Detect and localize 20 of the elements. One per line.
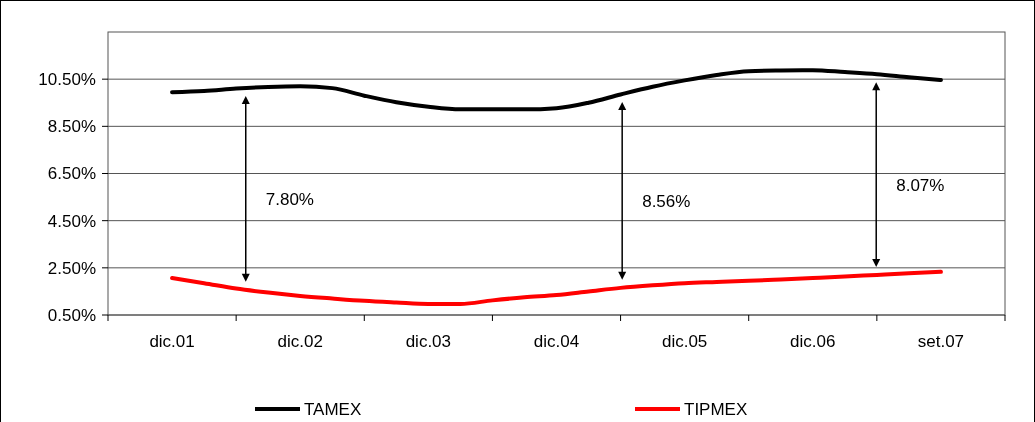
x-tick-label: set.07 [917, 332, 965, 351]
y-tick-label: 4.50% [47, 211, 96, 231]
y-tick-label: 2.50% [47, 258, 96, 278]
x-tick-label: dic.05 [661, 332, 708, 351]
line-series [170, 68, 943, 112]
x-tick-label: dic.01 [149, 332, 195, 351]
y-tick-label: 0.50% [47, 305, 96, 325]
annotation: 8.07% [896, 175, 945, 195]
x-tick-label: dic.03 [405, 332, 452, 351]
x-tick-label: dic.02 [277, 332, 323, 351]
annotation: 7.80% [265, 189, 314, 209]
line-series [170, 269, 943, 306]
y-tick-label: 8.50% [47, 117, 96, 137]
x-tick-label: dic.06 [790, 332, 836, 351]
x-tick-label: dic.04 [533, 332, 580, 351]
annotation: 8.56% [642, 191, 691, 211]
y-tick-label: 6.50% [47, 164, 96, 184]
y-tick-label: 10.50% [38, 70, 96, 90]
legend-label: TIPMEX [684, 399, 748, 419]
legend-label: TAMEX [304, 399, 362, 419]
